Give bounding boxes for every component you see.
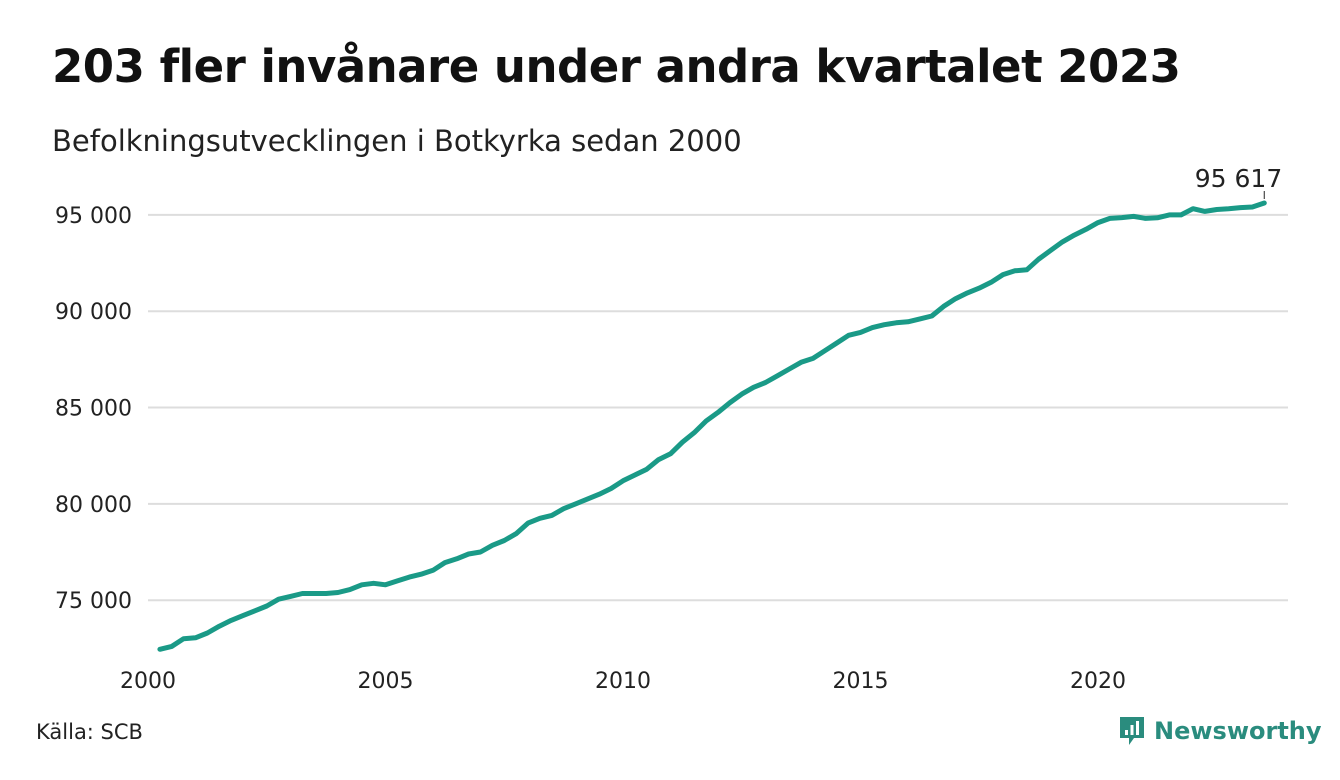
source-note: Källa: SCB (36, 720, 143, 744)
newsworthy-logo-icon (1120, 717, 1144, 745)
x-tick-label: 2010 (595, 669, 651, 694)
x-tick-label: 2005 (358, 669, 414, 694)
annotation-label: 95 617 (1195, 164, 1282, 193)
chart-subtitle: Befolkningsutvecklingen i Botkyrka sedan… (52, 124, 742, 158)
x-tick-label: 2020 (1070, 669, 1126, 694)
y-axis-tick-labels: 75 000 80 000 85 000 90 000 95 000 (55, 204, 132, 614)
brand-logo: Newsworthy (1118, 714, 1322, 748)
series-lines (157, 200, 1267, 652)
y-tick-label: 80 000 (55, 493, 132, 518)
y-tick-label: 95 000 (55, 204, 132, 229)
chart-title: 203 fler invånare under andra kvartalet … (52, 40, 1181, 93)
x-axis-tick-labels: 2000 2005 2010 2015 2020 (120, 669, 1126, 694)
y-tick-label: 90 000 (55, 300, 132, 325)
annotations: 95 617 (1195, 164, 1282, 200)
brand-name: Newsworthy (1154, 717, 1322, 745)
x-tick-label: 2015 (833, 669, 889, 694)
x-tick-label: 2000 (120, 669, 176, 694)
gridlines (148, 213, 1288, 602)
y-tick-label: 75 000 (55, 589, 132, 614)
y-tick-label: 85 000 (55, 397, 132, 422)
series-line (157, 200, 1267, 652)
